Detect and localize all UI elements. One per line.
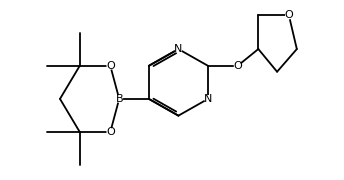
Circle shape <box>116 96 122 102</box>
Circle shape <box>175 46 182 52</box>
Circle shape <box>205 96 211 102</box>
Text: N: N <box>174 44 183 54</box>
Circle shape <box>286 12 292 19</box>
Circle shape <box>107 129 114 135</box>
Text: N: N <box>204 94 212 104</box>
Text: O: O <box>106 127 115 137</box>
Text: O: O <box>284 10 293 21</box>
Circle shape <box>107 63 114 69</box>
Text: O: O <box>106 61 115 71</box>
Text: O: O <box>233 61 242 71</box>
Text: B: B <box>115 94 123 104</box>
Circle shape <box>234 63 241 69</box>
